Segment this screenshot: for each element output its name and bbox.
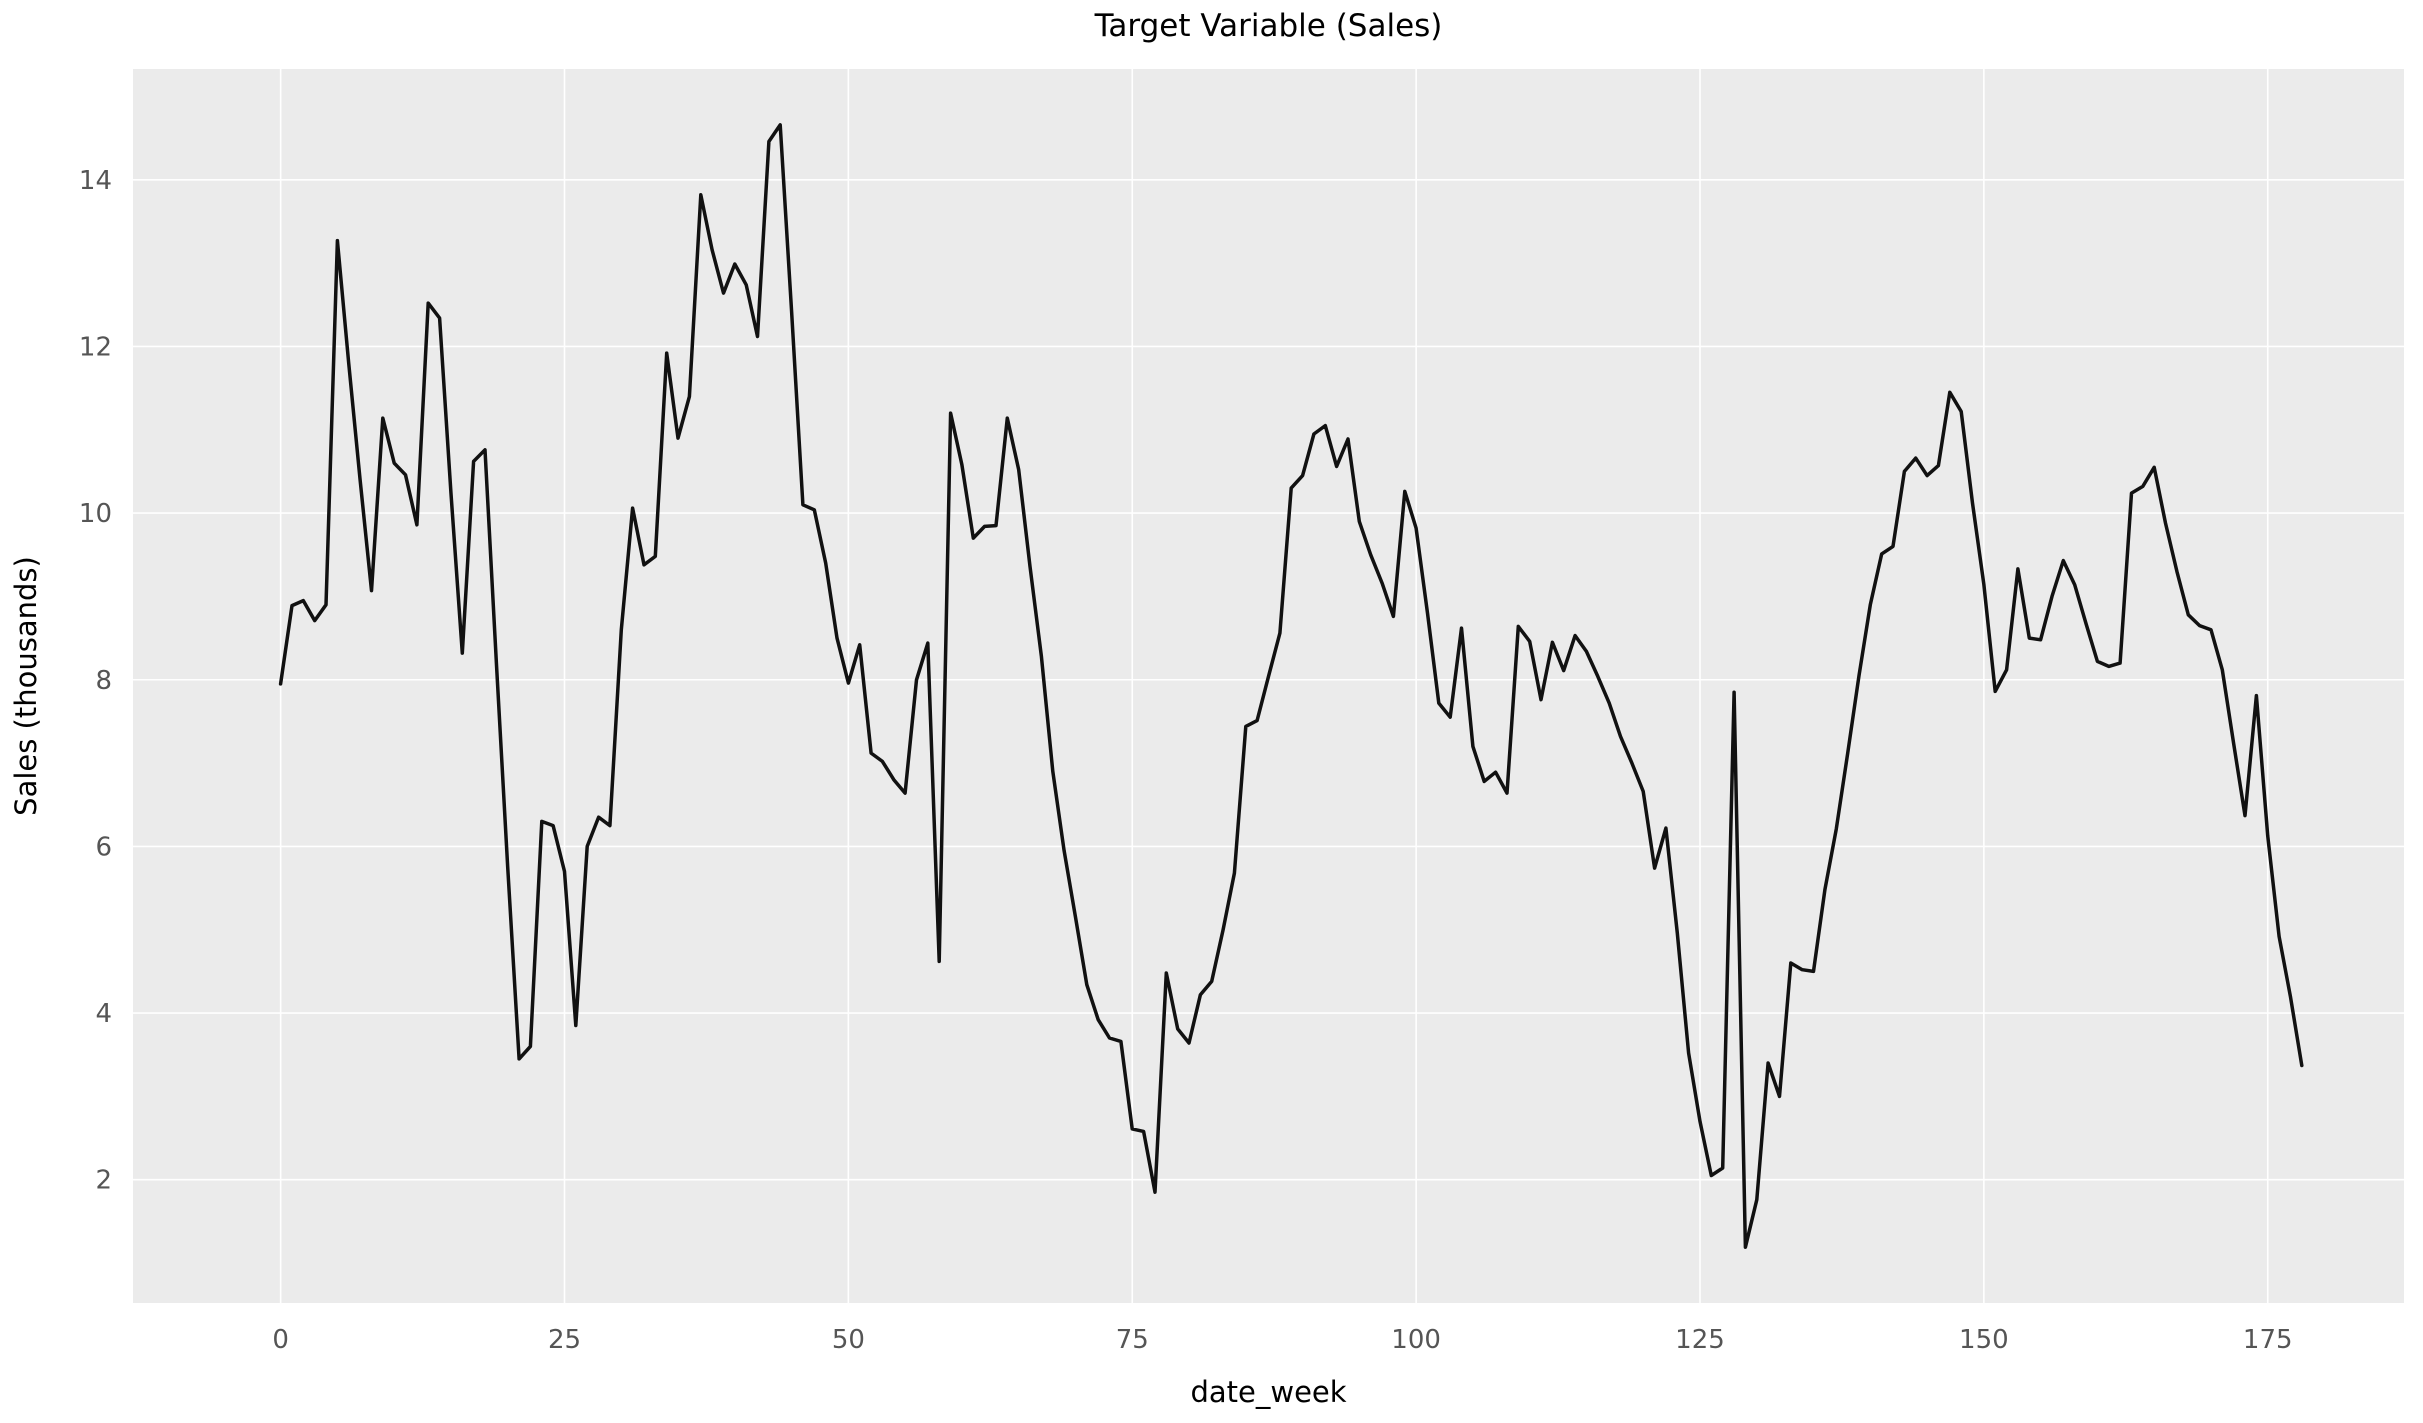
x-tick-label-50: 50 — [832, 1325, 865, 1355]
x-axis-label: date_week — [1190, 1375, 1346, 1409]
x-tick-label-175: 175 — [2243, 1325, 2293, 1355]
x-tick-label-75: 75 — [1116, 1325, 1149, 1355]
x-tick-label-25: 25 — [548, 1325, 581, 1355]
y-tick-label-10: 10 — [79, 499, 112, 529]
y-tick-label-6: 6 — [95, 832, 112, 862]
y-tick-label-14: 14 — [79, 166, 112, 196]
sales-line — [278, 123, 2304, 1249]
y-tick-label-4: 4 — [95, 999, 112, 1029]
x-tick-label-100: 100 — [1391, 1325, 1441, 1355]
x-tick-label-125: 125 — [1675, 1325, 1725, 1355]
x-tick-label-0: 0 — [272, 1325, 289, 1355]
y-axis-label: Sales (thousands) — [9, 556, 43, 816]
plot-background — [133, 69, 2404, 1303]
y-tick-label-12: 12 — [79, 332, 112, 362]
x-tick-label-150: 150 — [1959, 1325, 2009, 1355]
y-tick-label-2: 2 — [95, 1166, 112, 1196]
chart-title: Target Variable (Sales) — [1094, 8, 1443, 44]
y-tick-label-8: 8 — [95, 666, 112, 696]
